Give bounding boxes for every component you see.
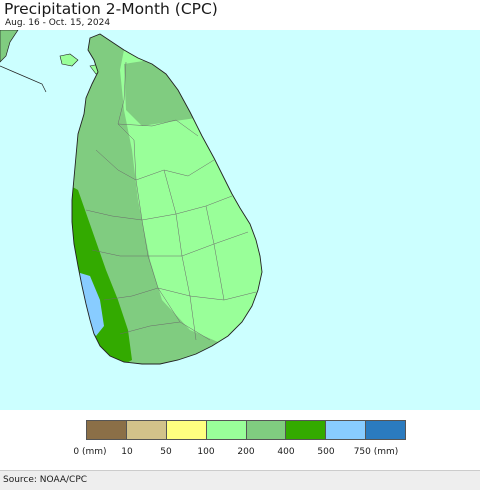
date-range: Aug. 16 - Oct. 15, 2024 xyxy=(5,18,111,28)
legend-swatch-1 xyxy=(126,421,167,439)
source-credit: Source: NOAA/CPC xyxy=(3,475,88,485)
legend-label-3: 100 xyxy=(197,447,215,457)
legend-color-bar xyxy=(86,420,406,440)
map-title: Precipitation 2-Month (CPC) xyxy=(4,0,218,18)
legend-label-1: 10 xyxy=(121,447,133,457)
india-coast xyxy=(0,30,19,63)
legend-label-2: 50 xyxy=(160,447,172,457)
legend-swatch-4 xyxy=(246,421,287,439)
legend-label-6: 500 xyxy=(317,447,335,457)
district-borders xyxy=(85,61,257,341)
legend-label-5: 400 xyxy=(277,447,295,457)
legend-label-7: 750 (mm) xyxy=(353,447,399,457)
zone-400-500 xyxy=(72,180,132,364)
zone-200-400-west xyxy=(72,34,260,364)
map-canvas xyxy=(0,30,263,365)
legend-label-0: 0 (mm) xyxy=(73,447,107,457)
legend-swatch-7 xyxy=(366,421,405,439)
zone-200-400-north xyxy=(124,60,196,126)
legend-swatch-0 xyxy=(87,421,127,439)
legend-labels: 0 (mm) 10 50 100 200 400 500 750 (mm) xyxy=(0,447,480,461)
legend-swatch-2 xyxy=(166,421,207,439)
legend-label-4: 200 xyxy=(237,447,255,457)
footer: Source: NOAA/CPC xyxy=(0,470,480,490)
legend-swatch-5 xyxy=(286,421,327,439)
india-coast-outline xyxy=(0,65,47,93)
legend-swatch-6 xyxy=(326,421,367,439)
precipitation-map xyxy=(0,30,480,410)
legend-swatch-3 xyxy=(206,421,247,439)
